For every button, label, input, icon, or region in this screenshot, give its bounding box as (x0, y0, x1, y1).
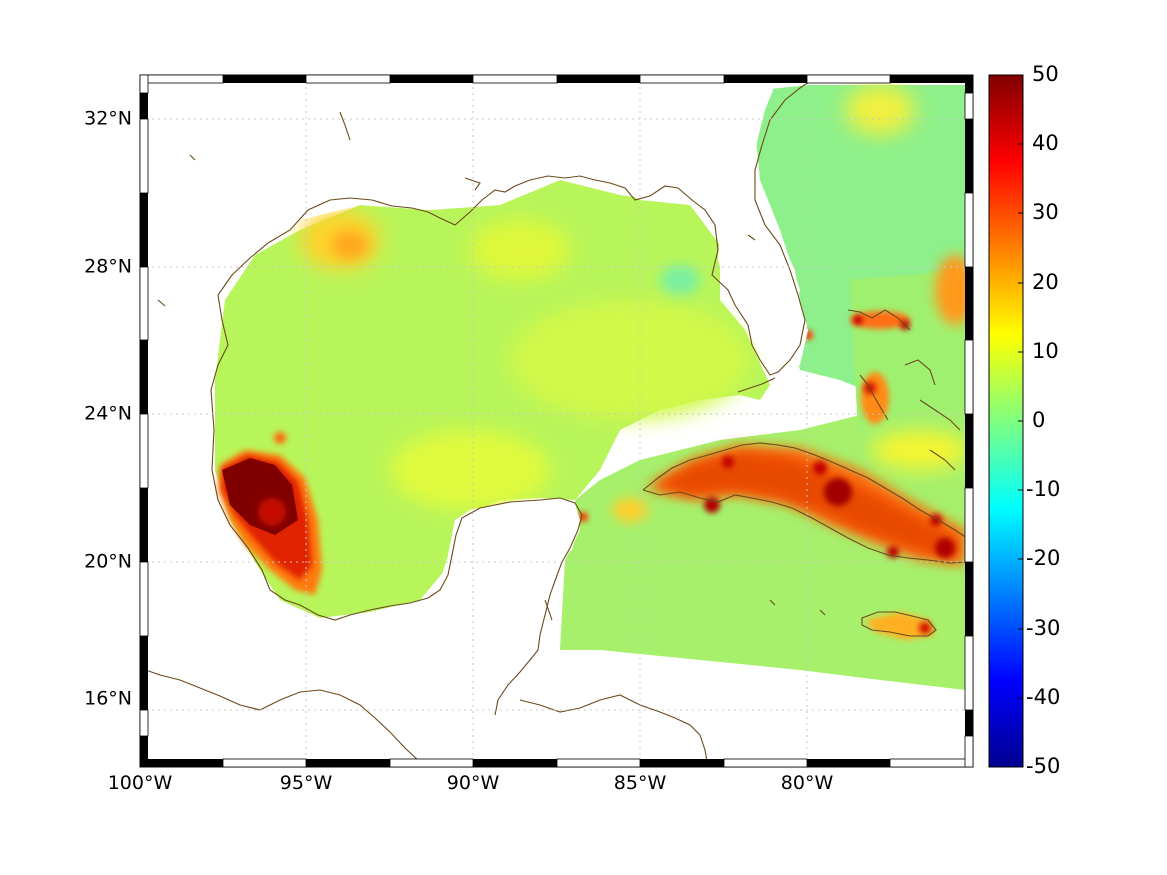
western-gulf-hotspot (218, 432, 322, 595)
islands-misc (157, 111, 826, 621)
map-frame (139, 74, 974, 768)
colorbar-tick-label: 10 (1032, 339, 1059, 363)
colorbar-tick-label: 50 (1032, 62, 1059, 86)
graticule (140, 75, 973, 767)
colorbar-tick-labels: 50 40 30 20 10 0 -10 -20 -30 -40 -50 (1026, 62, 1060, 778)
y-tick-labels: 32°N 28°N 24°N 20°N 16°N (84, 108, 132, 710)
frame-bands-right (964, 75, 974, 768)
gulf-north-coast (210, 77, 816, 471)
x-tick-label: 100°W (108, 772, 173, 794)
y-tick-label: 28°N (84, 256, 132, 278)
colorbar-gradient (988, 74, 1024, 768)
colorbar-tick-label: -20 (1026, 546, 1060, 570)
y-tick-label: 16°N (84, 688, 132, 710)
colorbar-tick-label: 30 (1032, 200, 1059, 224)
y-tick-label: 20°N (84, 551, 132, 573)
land-mask (140, 75, 965, 767)
frame-bands-left (139, 74, 149, 767)
mexico-gulf-coast (211, 469, 583, 716)
jamaica-coast (861, 611, 937, 637)
colorbar-ticks (1018, 74, 1023, 768)
x-tick-label: 90°W (447, 772, 500, 794)
anomaly-blobs (300, 85, 973, 522)
x-tick-label: 95°W (280, 772, 333, 794)
y-tick-label: 24°N (84, 403, 132, 425)
colorbar-tick-label: -10 (1026, 477, 1060, 501)
colorbar-tick-label: 0 (1032, 408, 1045, 432)
colorbar-tick-label: 20 (1032, 270, 1059, 294)
coastlines (140, 77, 971, 767)
cuba-coast (642, 442, 971, 564)
x-tick-label: 80°W (781, 772, 834, 794)
x-tick-label: 85°W (614, 772, 667, 794)
colorbar-tick-label: -40 (1026, 685, 1060, 709)
frame-bands-top (139, 74, 973, 84)
florida-keys (737, 377, 776, 393)
x-tick-labels: 100°W 95°W 90°W 85°W 80°W (108, 772, 834, 794)
bahamas-coast (847, 309, 961, 471)
y-tick-label: 32°N (84, 108, 132, 130)
pacific-coast (140, 667, 429, 767)
data-field (140, 75, 973, 767)
frame-bands-bottom (140, 758, 974, 768)
colorbar-tick-label: 40 (1032, 131, 1059, 155)
colorbar-tick-label: -30 (1026, 616, 1060, 640)
colorbar: 50 40 30 20 10 0 -10 -20 -30 -40 -50 (988, 62, 1060, 778)
colorbar-tick-label: -50 (1026, 754, 1060, 778)
